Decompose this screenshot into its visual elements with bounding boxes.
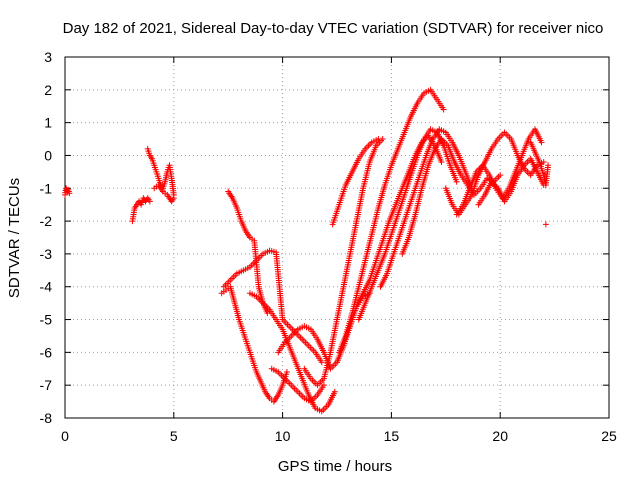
data-point — [320, 382, 327, 389]
data-point — [318, 359, 325, 366]
y-tick-label: -1 — [40, 180, 53, 196]
data-point — [538, 139, 545, 146]
data-point — [440, 106, 447, 113]
data-point — [542, 221, 549, 228]
y-tick-label: -7 — [40, 377, 53, 393]
x-tick-label: 25 — [601, 428, 617, 444]
data-point — [375, 136, 382, 143]
y-tick-label: -8 — [40, 410, 53, 426]
y-tick-label: -4 — [40, 279, 53, 295]
data-point — [453, 178, 460, 185]
x-axis-title: GPS time / hours — [278, 458, 392, 475]
data-point — [146, 198, 153, 205]
data-points — [62, 86, 552, 415]
y-tick-label: -3 — [40, 246, 53, 262]
plot-frame — [64, 56, 610, 419]
data-point — [438, 159, 445, 166]
y-tick-label: -6 — [40, 344, 53, 360]
x-tick-label: 15 — [384, 428, 400, 444]
y-axis-title: SDTVAR / TECUs — [6, 178, 23, 298]
x-tick-label: 0 — [61, 428, 69, 444]
y-tick-label: -5 — [40, 312, 53, 328]
y-tick-label: 0 — [44, 147, 52, 163]
chart-title: Day 182 of 2021, Sidereal Day-to-day VTE… — [63, 20, 604, 37]
data-point — [66, 190, 73, 197]
data-point — [264, 309, 271, 316]
y-tick-label: -2 — [40, 213, 53, 229]
plot-border — [64, 56, 610, 419]
y-tick-label: 3 — [44, 49, 52, 65]
axis-ticks: 0 5 10 15 20 25 -8 -7 -6 -5 -4 -3 -2 -1 0 1 2 3 — [40, 49, 617, 444]
data-point — [497, 172, 504, 179]
y-tick-label: 2 — [44, 82, 52, 98]
x-tick-label: 5 — [170, 428, 178, 444]
x-tick-label: 10 — [275, 428, 291, 444]
x-tick-label: 20 — [492, 428, 508, 444]
data-point — [545, 162, 552, 169]
data-point — [331, 388, 338, 395]
y-tick-label: 1 — [44, 115, 52, 131]
data-point — [283, 369, 290, 376]
data-point — [170, 195, 177, 202]
